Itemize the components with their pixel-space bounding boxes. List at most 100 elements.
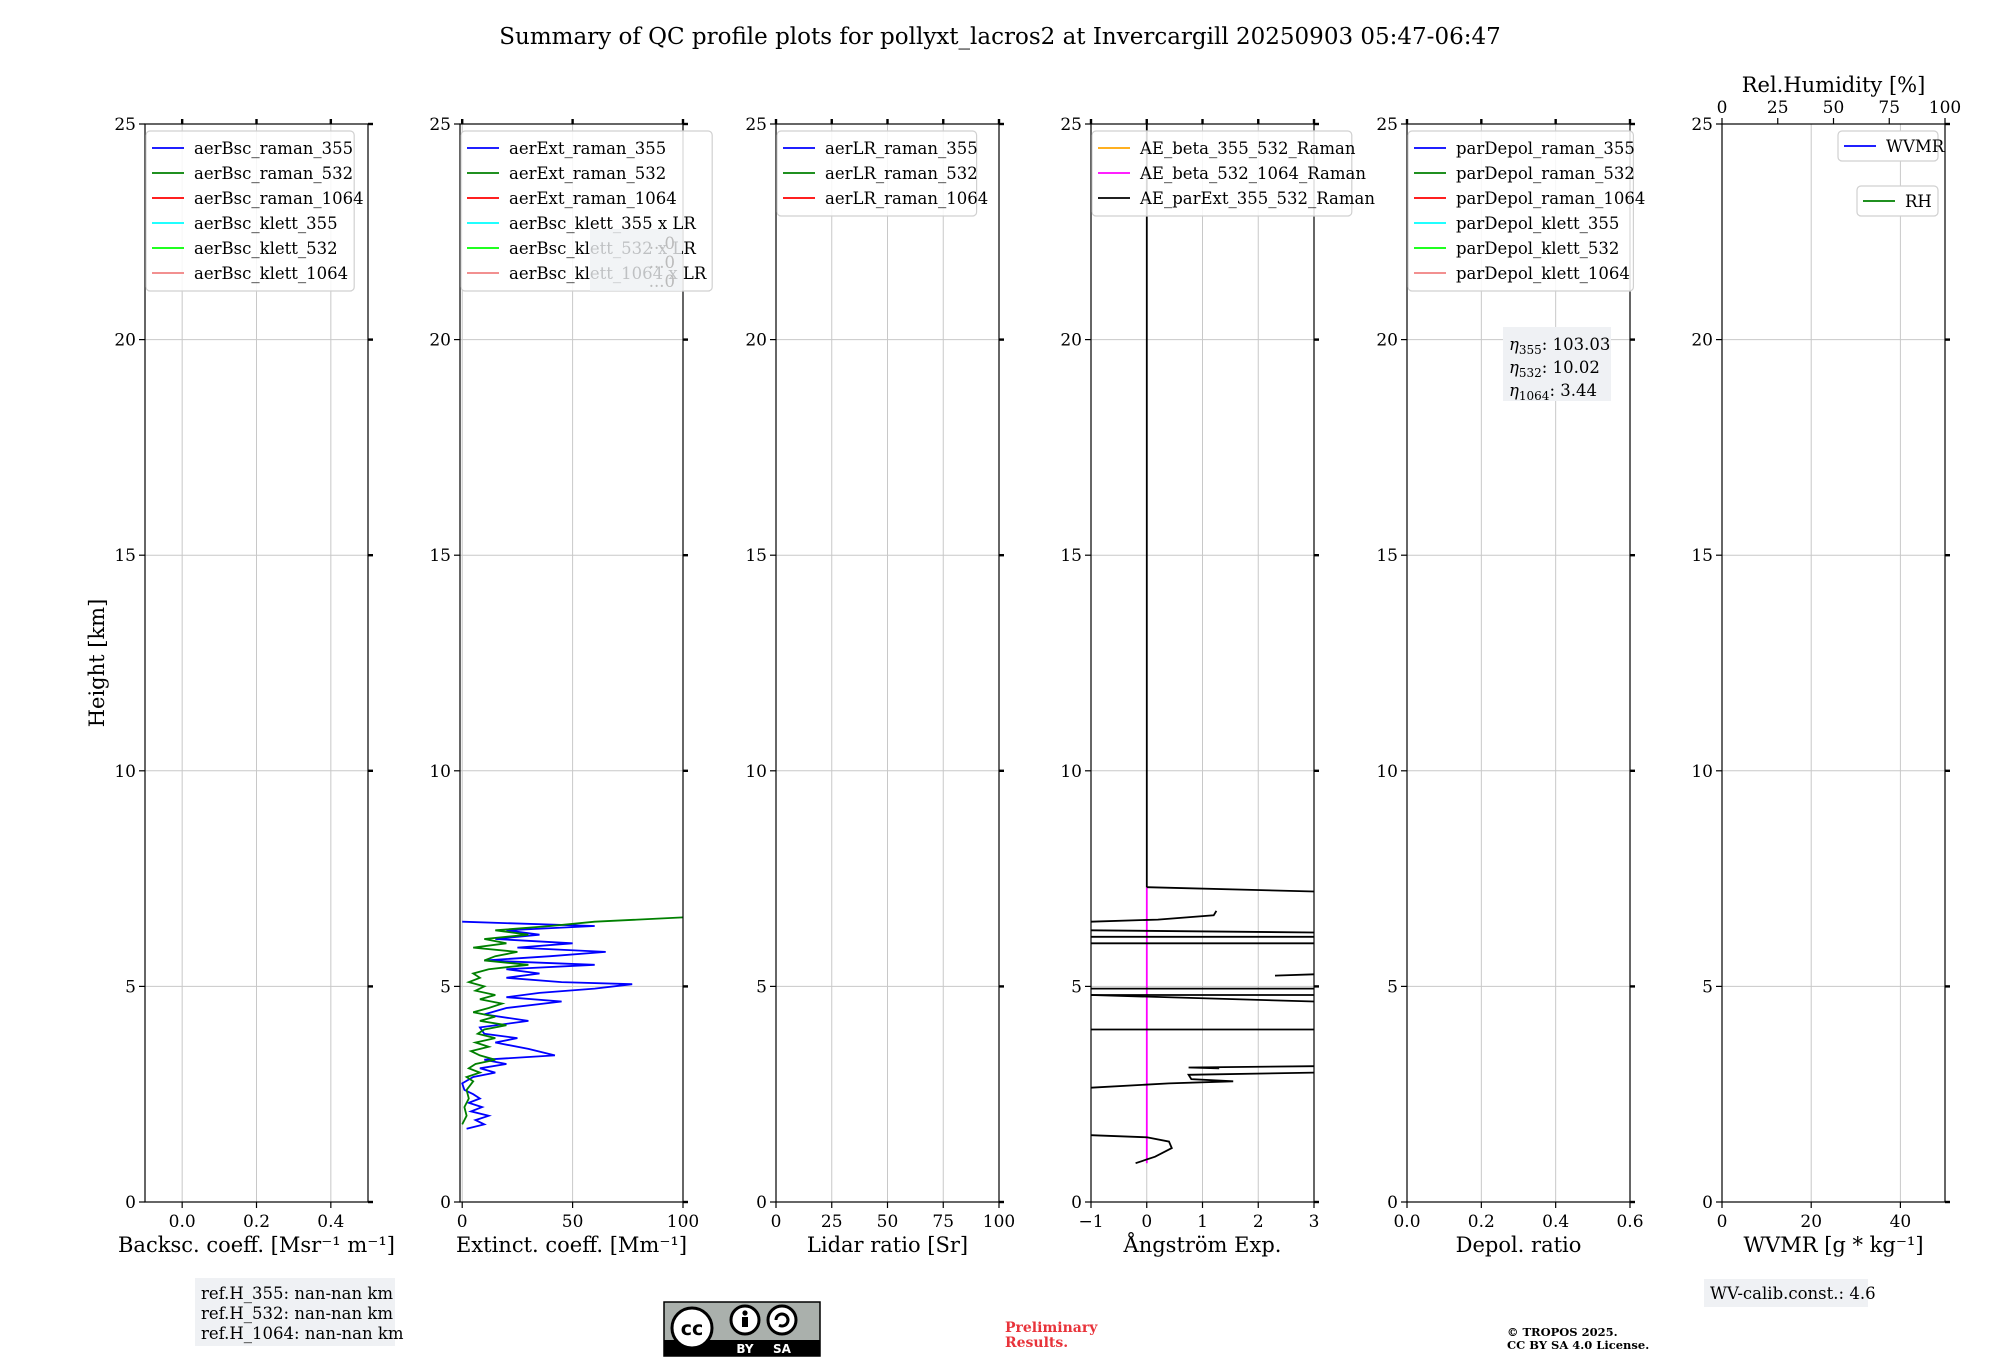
legend-entry: parDepol_klett_355: [1456, 214, 1619, 233]
legend-entry: aerBsc_raman_532: [194, 164, 353, 183]
legend-entry: WVMR: [1886, 137, 1945, 156]
legend-entry: parDepol_klett_532: [1456, 239, 1619, 258]
top-x-tick-label: 75: [1878, 98, 1900, 118]
y-tick-label: 5: [1387, 977, 1398, 997]
y-tick-label: 15: [429, 546, 451, 566]
x-tick-label: 0.6: [1616, 1212, 1643, 1232]
eta-subscript: 532: [1519, 366, 1542, 380]
x-tick-label: 0.2: [243, 1212, 270, 1232]
eta-line: η355: 103.03: [1509, 335, 1610, 357]
y-tick-label: 15: [1376, 546, 1398, 566]
y-tick-label: 0: [1702, 1193, 1713, 1213]
legend-entry: aerLR_raman_355: [825, 139, 978, 158]
eta-symbol: η: [1509, 335, 1519, 354]
top-x-tick-label: 25: [1767, 98, 1789, 118]
sa-icon-arrow: [774, 1312, 790, 1328]
y-tick-label: 25: [1691, 115, 1713, 135]
y-tick-label: 10: [1691, 762, 1713, 782]
legend-entry: aerBsc_klett_532: [194, 239, 338, 258]
plot-frame: [1406, 123, 1631, 1203]
x-tick-label: 20: [1800, 1212, 1822, 1232]
y-tick-label: 20: [114, 331, 136, 351]
y-axis-label: Height [km]: [85, 599, 109, 728]
y-tick-label: 10: [1060, 762, 1082, 782]
legend-entry: aerExt_raman_1064: [509, 189, 677, 208]
sa-label: SA: [773, 1342, 792, 1356]
eta-subscript: 355: [1519, 343, 1542, 357]
series-line-aerExt-raman-355: [461, 920, 633, 1130]
legend-box: [145, 130, 355, 292]
preliminary-label-line1: Preliminary: [1005, 1320, 1098, 1336]
x-tick-label: 1: [1197, 1212, 1208, 1232]
x-tick-label: 0: [1717, 1212, 1728, 1232]
top-x-axis-label: Rel.Humidity [%]: [1742, 73, 1926, 97]
legend-entry: parDepol_klett_1064: [1456, 264, 1630, 283]
eta-symbol: η: [1509, 358, 1519, 377]
legend-box: [1856, 185, 1939, 217]
legend-box: [776, 130, 978, 217]
plot-frame: [1721, 123, 1946, 1203]
legend-entry: aerLR_raman_532: [825, 164, 978, 183]
y-tick-label: 25: [1376, 115, 1398, 135]
y-tick-label: 5: [125, 977, 136, 997]
y-tick-label: 5: [1702, 977, 1713, 997]
series-line-AE-parExt-355-532-Raman: [1090, 1134, 1173, 1165]
x-axis-label: Ångström Exp.: [1123, 1232, 1282, 1257]
eta-subscript: 1064: [1519, 389, 1550, 403]
legend-box: [1837, 130, 1939, 162]
x-tick-label: 0.0: [1393, 1212, 1420, 1232]
legend-entry: aerBsc_raman_1064: [194, 189, 364, 208]
legend-entry: aerBsc_klett_355 x LR: [509, 214, 696, 233]
y-tick-label: 10: [429, 762, 451, 782]
x-tick-label: 0: [771, 1212, 782, 1232]
x-tick-label: 100: [983, 1212, 1015, 1232]
eta-value: : 10.02: [1542, 358, 1600, 377]
faded-annotation-box: [590, 229, 682, 291]
x-tick-label: 0: [457, 1212, 468, 1232]
preliminary-label-line2: Results.: [1005, 1335, 1068, 1351]
legend-box: [1407, 130, 1634, 292]
x-axis-label: Extinct. coeff. [Mm⁻¹]: [456, 1233, 687, 1257]
y-tick-label: 20: [1691, 331, 1713, 351]
x-tick-label: 3: [1309, 1212, 1320, 1232]
y-tick-label: 20: [429, 331, 451, 351]
x-tick-label: 50: [877, 1212, 899, 1232]
x-tick-label: −1: [1078, 1212, 1103, 1232]
eta-value: : 3.44: [1549, 381, 1597, 400]
y-tick-label: 0: [1071, 1193, 1082, 1213]
legend-entry: AE_parExt_355_532_Raman: [1139, 189, 1375, 208]
x-tick-label: 2: [1253, 1212, 1264, 1232]
cc-icon-label: cc: [681, 1318, 704, 1340]
x-axis-label: WVMR [g * kg⁻¹]: [1743, 1233, 1923, 1257]
faded-annotation-text: ...0: [649, 234, 675, 253]
by-icon-body: [742, 1317, 748, 1327]
y-tick-label: 20: [1060, 331, 1082, 351]
y-tick-label: 10: [114, 762, 136, 782]
calib-box: [1704, 1279, 1868, 1307]
faded-annotation-text: ...0: [649, 253, 675, 272]
legend-entry: AE_beta_532_1064_Raman: [1139, 164, 1366, 183]
y-tick-label: 0: [756, 1193, 767, 1213]
legend-box: [1091, 130, 1353, 217]
cc-by-sa-badge[interactable]: cc BY SA: [663, 1301, 821, 1357]
series-line-AE-parExt-355-532-Raman: [1090, 1071, 1315, 1089]
y-tick-label: 20: [1376, 331, 1398, 351]
legend-entry: aerBsc_raman_355: [194, 139, 353, 158]
y-tick-label: 10: [745, 762, 767, 782]
x-tick-label: 0.4: [1542, 1212, 1569, 1232]
legend-entry: aerBsc_klett_355: [194, 214, 338, 233]
series-line-AE-parExt-355-532-Raman: [1090, 929, 1315, 934]
y-tick-label: 5: [756, 977, 767, 997]
x-tick-label: 100: [667, 1212, 699, 1232]
y-tick-label: 15: [1691, 546, 1713, 566]
y-tick-label: 5: [440, 977, 451, 997]
calib-note: WV-calib.const.: 4.6: [1710, 1284, 1876, 1303]
by-icon-head: [742, 1310, 748, 1316]
x-tick-label: 0.0: [169, 1212, 196, 1232]
y-tick-label: 25: [1060, 115, 1082, 135]
eta-line: η1064: 3.44: [1509, 381, 1597, 403]
